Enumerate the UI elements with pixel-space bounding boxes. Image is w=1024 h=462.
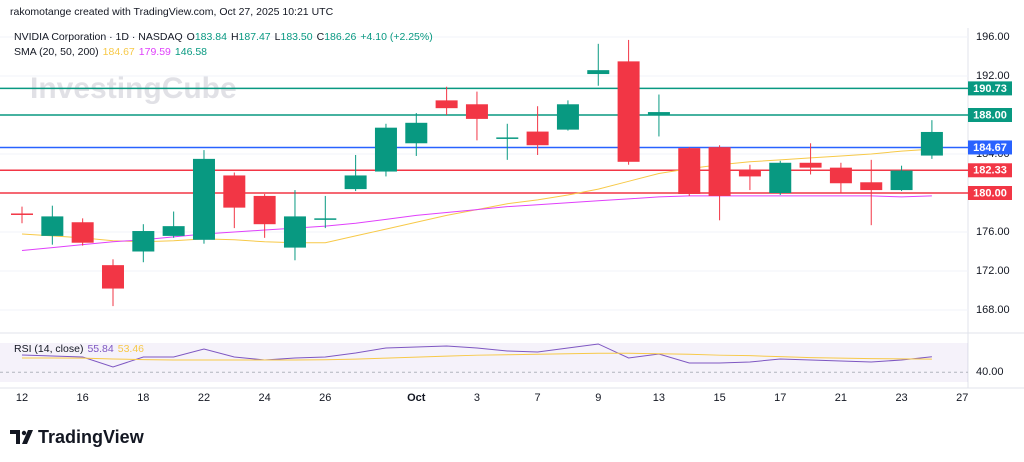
ohlc-value: 187.47 (238, 31, 271, 43)
x-tick-label: 23 (895, 392, 907, 404)
x-tick-label: 3 (474, 392, 480, 404)
sma-value: 184.67 (102, 46, 135, 58)
x-tick-label: 7 (535, 392, 541, 404)
level-label-bg (968, 81, 1012, 96)
y-tick-label: 176.00 (976, 226, 1010, 238)
x-tick-label: Oct (407, 392, 426, 404)
symbol: NVIDIA Corporation · 1D · NASDAQ (14, 31, 183, 43)
candle-body (496, 137, 519, 139)
candle-body (769, 162, 792, 193)
candle-body (678, 148, 701, 194)
sma-value: 179.59 (138, 46, 171, 58)
level-label-bg (968, 140, 1012, 155)
ohlc-label: H (230, 31, 239, 43)
candle-body (587, 70, 610, 75)
sma-line (21, 195, 932, 252)
rsi-line (21, 343, 932, 368)
x-tick-label: 24 (259, 392, 271, 404)
candle-body (799, 162, 822, 168)
candle-body (890, 170, 913, 191)
candle-body (283, 216, 306, 248)
candle-body (556, 104, 579, 130)
ohlc-value: 183.50 (280, 31, 313, 43)
rsi-legend: RSI (14, close) 55.84 53.46 (14, 343, 148, 355)
ohlc-label: L (274, 31, 281, 43)
symbol-legend: NVIDIA Corporation · 1D · NASDAQ O183.84 H… (14, 31, 437, 43)
y-tick-label: 192.00 (976, 70, 1010, 82)
candle-body (860, 182, 883, 191)
x-tick-label: 21 (835, 392, 847, 404)
candle-body (11, 213, 33, 215)
level-label: 182.33 (973, 165, 1007, 177)
sma-label: SMA (20, 50, 200) (14, 46, 99, 58)
x-tick-label: 13 (653, 392, 665, 404)
candle-body (314, 218, 337, 220)
level-label: 190.73 (973, 83, 1007, 95)
rsi-line (22, 352, 932, 361)
candle-body (71, 222, 94, 243)
rsi-value: 55.84 (87, 343, 114, 355)
candle-body (708, 147, 731, 196)
candle-body (344, 175, 367, 190)
candle-body (829, 167, 852, 184)
sma-legend: SMA (20, 50, 200) 184.67 179.59 146.58 (14, 46, 211, 58)
x-tick-label: 9 (595, 392, 601, 404)
candle-body (253, 195, 276, 225)
footer-logo (10, 430, 33, 444)
level-label-bg (968, 163, 1012, 178)
x-tick-label: 16 (77, 392, 89, 404)
x-tick-label: 15 (713, 392, 725, 404)
level-label: 180.00 (973, 187, 1007, 199)
footer-brand: TradingView (38, 427, 145, 447)
x-tick-label: 22 (198, 392, 210, 404)
x-tick-label: 18 (137, 392, 149, 404)
ohlc-label: O (186, 31, 195, 43)
ohlc-label: C (316, 31, 325, 43)
level-label: 184.67 (973, 142, 1007, 154)
rsi-band (0, 343, 968, 382)
sma-value: 146.58 (174, 46, 208, 58)
candle-body (738, 169, 761, 177)
ohlc-value: 186.26 (324, 31, 357, 43)
y-tick-label: 172.00 (976, 265, 1010, 277)
x-tick-label: 27 (956, 392, 968, 404)
candle-body (162, 226, 185, 236)
candle-body (435, 100, 458, 109)
candle-body (374, 127, 397, 172)
candle-body (132, 231, 155, 252)
x-tick-label: 26 (319, 392, 331, 404)
x-tick-label: 12 (16, 392, 28, 404)
rsi-tick-label: 40.00 (976, 366, 1004, 378)
candle-body (465, 104, 488, 119)
candle-body (526, 131, 549, 146)
candle-body (920, 131, 943, 156)
candle-body (41, 216, 64, 236)
credit: rakomotange created with TradingView.com… (10, 6, 334, 18)
x-tick-label: 17 (774, 392, 786, 404)
candle-body (223, 175, 246, 208)
candle-body (192, 158, 215, 240)
candle-body (647, 112, 670, 115)
rsi-value: 53.46 (117, 343, 145, 355)
rsi-label: RSI (14, close) (14, 343, 84, 355)
candle-body (617, 61, 640, 162)
level-label: 188.00 (973, 109, 1007, 121)
level-label-bg (968, 186, 1012, 200)
candle-body (101, 265, 124, 289)
y-tick-label: 168.00 (976, 304, 1010, 316)
y-tick-label: 196.00 (976, 31, 1010, 43)
change: +4.10 (+2.25%) (360, 31, 433, 43)
ohlc-value: 183.84 (194, 31, 227, 43)
level-label-bg (968, 108, 1012, 122)
candle-body (405, 122, 428, 144)
